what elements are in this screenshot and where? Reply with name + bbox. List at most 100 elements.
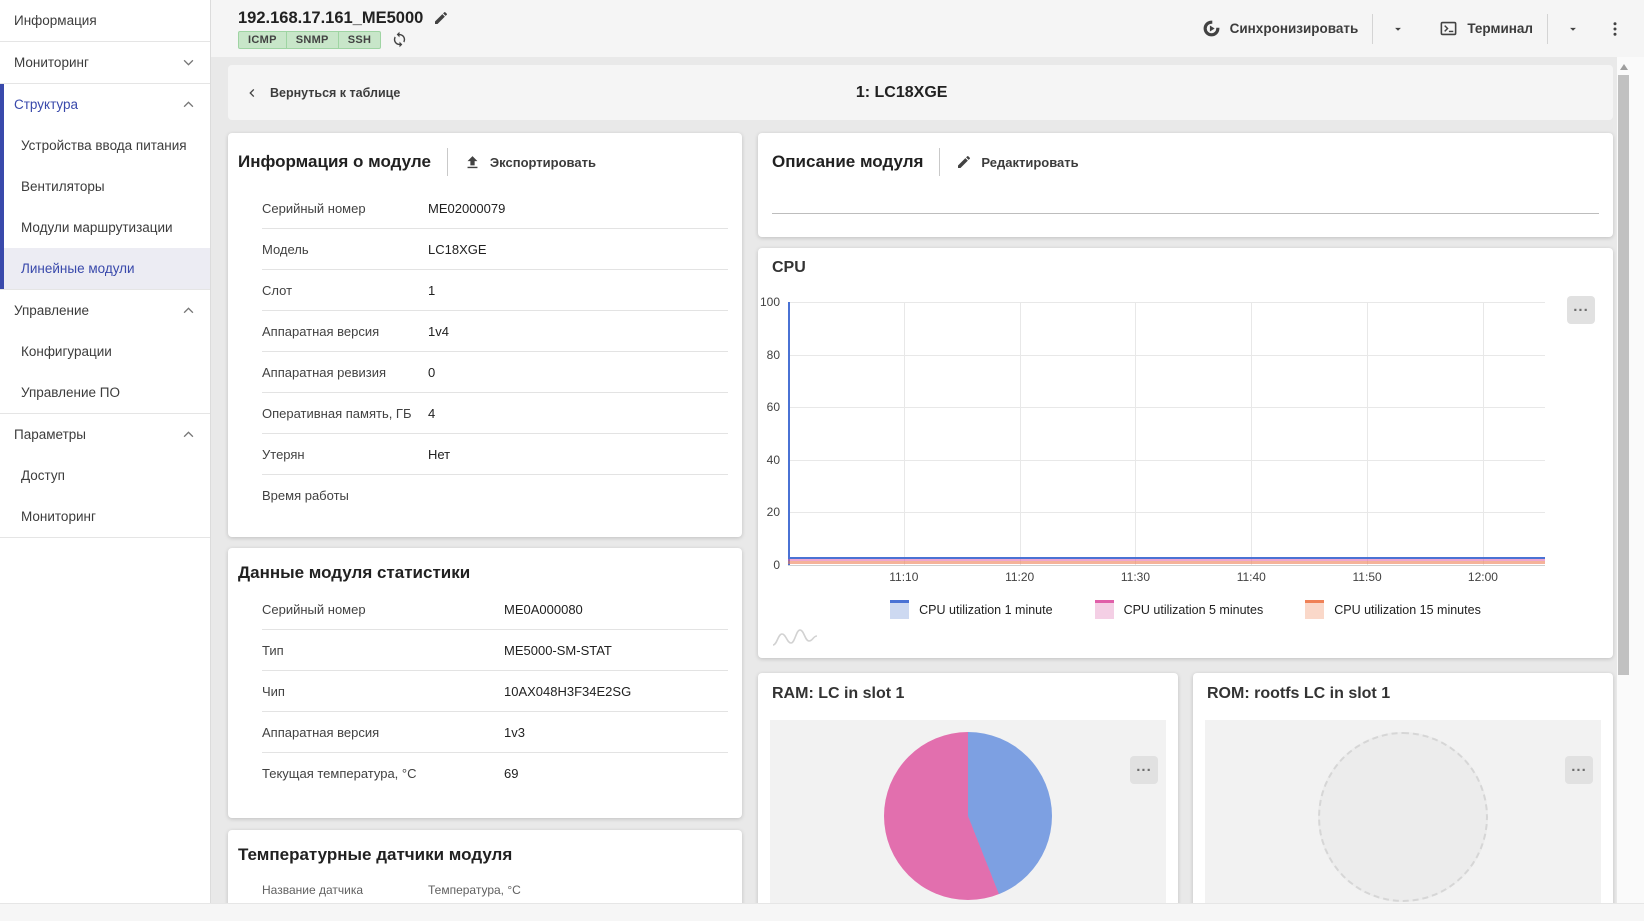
sidebar-item-configurations[interactable]: Конфигурации: [0, 331, 210, 372]
cpu-chart-title: CPU: [772, 259, 806, 276]
row-value: 69: [504, 766, 519, 781]
row-value: ME0A000080: [504, 601, 583, 617]
y-tick-label: 100: [759, 295, 780, 309]
ram-plot-area: [770, 720, 1166, 921]
edit-device-name-button[interactable]: [433, 10, 449, 26]
sidebar-group-parameters: Параметры Доступ Мониторинг: [0, 414, 210, 538]
sidebar-item-information[interactable]: Информация: [0, 0, 210, 41]
terminal-button[interactable]: Терминал: [1439, 19, 1533, 38]
back-to-table-label: Вернуться к таблице: [270, 85, 401, 100]
module-info-title: Информация о модуле: [238, 152, 431, 171]
cpu-chart-card: CPU 0 20 40 60 80 100: [758, 248, 1613, 658]
x-tick-label: 11:50: [1352, 570, 1382, 584]
row-label: Аппаратная ревизия: [262, 364, 387, 380]
row-value: 0: [428, 364, 436, 380]
chevron-down-icon: [183, 59, 194, 66]
scrollbar-thumb[interactable]: [1618, 75, 1629, 675]
sidebar-item-management[interactable]: Управление: [0, 290, 210, 331]
sidebar-item-parameters[interactable]: Параметры: [0, 414, 210, 455]
chart-preview-wave-icon[interactable]: [772, 626, 818, 648]
table-row: Серийный номер ME0A000080: [262, 589, 728, 630]
sidebar-item-label: Структура: [14, 97, 79, 112]
back-to-table-button[interactable]: Вернуться к таблице: [228, 85, 400, 101]
sidebar-subitem-label: Доступ: [21, 468, 65, 483]
more-options-button[interactable]: [1606, 20, 1624, 38]
chevron-up-icon: [183, 101, 194, 108]
page-title: 1: LC18XGE: [855, 83, 948, 101]
right-margin: [1630, 57, 1644, 903]
scroll-up-arrow-icon[interactable]: [1620, 64, 1628, 70]
sidebar: Информация Мониторинг Структура Устройст…: [0, 0, 211, 921]
sidebar-subitem-label: Управление ПО: [21, 385, 121, 400]
row-label: Время работы: [262, 488, 349, 503]
sidebar-item-software-management[interactable]: Управление ПО: [0, 372, 210, 413]
table-row: Аппаратная версия 1v4: [262, 311, 728, 352]
terminal-menu-caret[interactable]: [1562, 18, 1584, 40]
sidebar-item-monitoring-params[interactable]: Мониторинг: [0, 496, 210, 537]
row-label: Аппаратная версия: [262, 323, 380, 339]
cpu-chart-menu-button[interactable]: [1567, 296, 1595, 324]
row-label: Аппаратная версия: [262, 724, 380, 740]
sidebar-item-routing-modules[interactable]: Модули маршрутизации: [0, 207, 210, 248]
column-header: Название датчика: [262, 883, 364, 897]
legend-item-1min[interactable]: CPU utilization 1 minute: [890, 600, 1053, 619]
sidebar-item-power-input-devices[interactable]: Устройства ввода питания: [0, 125, 210, 166]
legend-label: CPU utilization 5 minutes: [1123, 602, 1264, 617]
table-header-row: Название датчика Температура, °C: [262, 873, 728, 907]
gridline: [903, 302, 905, 565]
sidebar-item-structure[interactable]: Структура: [0, 84, 210, 125]
header-actions: Синхронизировать Терминал: [1202, 13, 1644, 44]
edit-description-label: Редактировать: [981, 154, 1079, 170]
description-input-underline[interactable]: [772, 213, 1599, 214]
gridline: [1135, 302, 1137, 565]
sidebar-item-fans[interactable]: Вентиляторы: [0, 166, 210, 207]
ram-chart-menu-button[interactable]: [1130, 756, 1158, 784]
synchronize-button[interactable]: Синхронизировать: [1202, 19, 1358, 38]
row-label: Серийный номер: [262, 601, 366, 617]
device-title: 192.168.17.161_ME5000: [238, 8, 424, 27]
table-row: Модель LC18XGE: [262, 229, 728, 270]
row-value: 4: [428, 405, 436, 421]
row-value: 10AX048H3F34E2SG: [504, 683, 632, 699]
ram-pie[interactable]: [884, 732, 1052, 900]
edit-description-button[interactable]: Редактировать: [956, 154, 1079, 170]
module-description-card: Описание модуля Редактировать: [758, 133, 1613, 237]
gridline: [788, 354, 1545, 356]
cpu-legend: CPU utilization 1 minute CPU utilization…: [758, 600, 1613, 619]
refresh-status-button[interactable]: [391, 31, 408, 48]
row-value: ME5000-SM-STAT: [504, 642, 612, 658]
divider: [939, 148, 941, 176]
horizontal-scrollbar-track[interactable]: [0, 903, 1644, 921]
x-tick-label: 11:30: [1120, 570, 1151, 584]
gridline: [788, 302, 1545, 303]
row-label: Тип: [262, 642, 284, 658]
sync-arrows-icon: [394, 31, 406, 48]
sidebar-subitem-label: Мониторинг: [21, 509, 96, 524]
export-button[interactable]: Экспортировать: [464, 154, 596, 171]
table-row: Серийный номер ME02000079: [262, 188, 728, 229]
cpu-plot-area[interactable]: 0 20 40 60 80 100: [760, 295, 1545, 572]
sidebar-item-line-modules[interactable]: Линейные модули: [0, 248, 210, 289]
protocol-tags: ICMP SNMP SSH: [238, 30, 382, 49]
sidebar-item-monitoring[interactable]: Мониторинг: [0, 42, 210, 83]
table-row: Слот 1: [262, 270, 728, 311]
gridline: [788, 459, 1545, 461]
vertical-scrollbar[interactable]: [1617, 57, 1630, 903]
rom-chart-card: ROM: rootfs LC in slot 1: [1193, 673, 1613, 921]
sidebar-item-access[interactable]: Доступ: [0, 455, 210, 496]
sidebar-item-label: Информация: [14, 13, 97, 28]
sidebar-group-information: Информация: [0, 0, 210, 42]
legend-item-5min[interactable]: CPU utilization 5 minutes: [1094, 600, 1264, 619]
cpu-series-15min-line: [788, 561, 1545, 564]
row-label: Модель: [262, 241, 309, 257]
divider: [446, 148, 448, 176]
table-row: Аппаратная версия 1v3: [262, 712, 728, 753]
table-row: Оперативная память, ГБ 4: [262, 393, 728, 434]
synchronize-menu-caret[interactable]: [1387, 18, 1409, 40]
rom-empty-pie-placeholder: [1318, 732, 1488, 902]
gridline: [788, 512, 1545, 514]
rom-chart-menu-button[interactable]: [1565, 756, 1593, 784]
legend-item-15min[interactable]: CPU utilization 15 minutes: [1305, 600, 1481, 619]
x-tick-label: 11:20: [1005, 570, 1035, 584]
